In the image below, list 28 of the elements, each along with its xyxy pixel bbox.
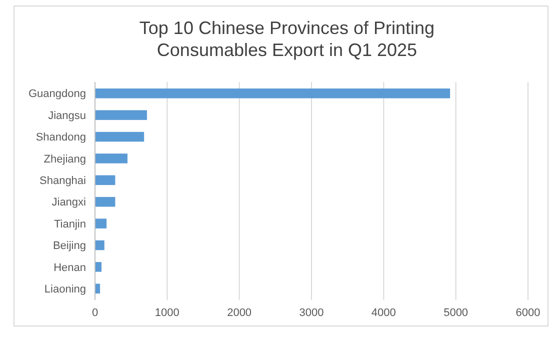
- y-tick-label: Shandong: [36, 132, 86, 144]
- y-tick-label: Guangdong: [28, 88, 86, 100]
- chart-title: Top 10 Chinese Provinces of Printing Consumables Export in Q1 2025: [139, 18, 435, 60]
- bar: [95, 154, 128, 164]
- bar: [95, 218, 107, 228]
- x-tick-label: 3000: [299, 307, 324, 319]
- x-tick-label: 6000: [516, 307, 540, 319]
- y-tick-label: Henan: [54, 262, 86, 274]
- x-tick-label: 0: [92, 307, 98, 319]
- bar: [95, 262, 102, 272]
- x-tick-label: 4000: [371, 307, 396, 319]
- y-tick-label: Jiangsu: [48, 110, 86, 122]
- bar: [95, 175, 116, 186]
- y-tick-label: Jiangxi: [52, 196, 86, 209]
- x-tick-label: 1000: [154, 307, 180, 319]
- y-tick-label: Shanghai: [40, 175, 86, 188]
- bar: [95, 196, 116, 207]
- bar: [95, 132, 144, 142]
- bar: [95, 88, 450, 98]
- x-tick-label: 5000: [444, 307, 468, 319]
- x-tick-label: 2000: [227, 307, 252, 319]
- y-tick-label: Beijing: [52, 240, 86, 252]
- bar: [95, 110, 147, 120]
- y-tick-label: Liaoning: [44, 283, 86, 296]
- bar: [95, 284, 100, 294]
- y-tick-label: Zhejiang: [44, 153, 86, 166]
- bar: [95, 240, 104, 250]
- y-tick-label: Tianjin: [54, 218, 86, 230]
